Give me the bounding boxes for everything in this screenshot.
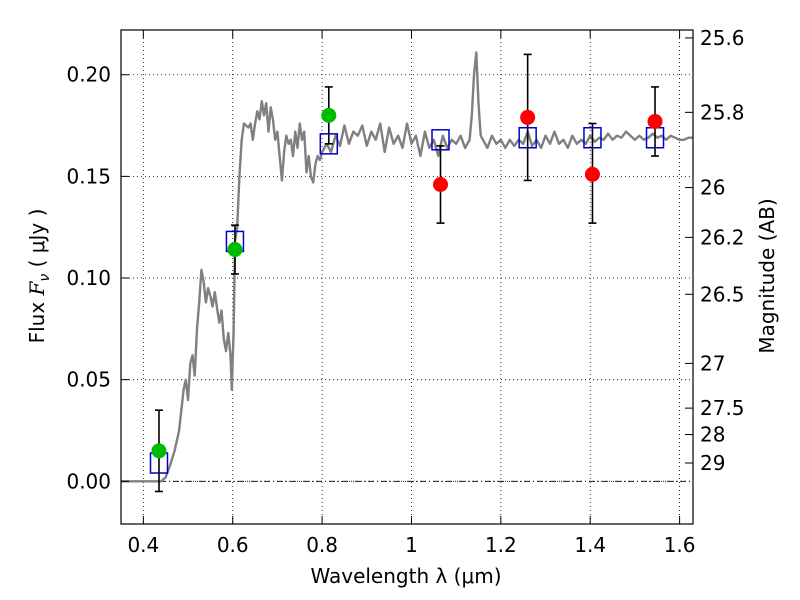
x-tick-label: 1.6	[664, 533, 696, 557]
plot-frame	[120, 29, 694, 525]
model-spectrum	[121, 51, 693, 483]
grid	[121, 30, 693, 524]
magnitude-tick-label: 26.2	[700, 225, 745, 249]
x-tick-label: 0.6	[217, 533, 249, 557]
magnitude-tick-label: 27	[700, 351, 725, 375]
observed-point	[433, 177, 449, 193]
y-axis-title: Flux Fν ( μJy )	[25, 209, 53, 344]
y-tick-label: 0.15	[66, 164, 111, 188]
magnitude-tick-label: 28	[700, 423, 725, 447]
magnitude-tick-label: 25.8	[700, 100, 745, 124]
x-axis-title: Wavelength λ (μm)	[310, 564, 501, 588]
y-tick-label: 0.20	[66, 63, 111, 87]
observed-point	[647, 113, 663, 129]
x-tick-label: 0.8	[306, 533, 338, 557]
magnitude-tick-label: 26	[700, 176, 725, 200]
x-tick-label: 1	[405, 533, 418, 557]
y-tick-label: 0.10	[66, 266, 111, 290]
x-tick-label: 1.4	[574, 533, 606, 557]
magnitude-tick-label: 27.5	[700, 396, 745, 420]
model-point-square	[431, 129, 450, 151]
model-point-square	[319, 133, 339, 155]
y-tick-label: 0.05	[66, 368, 111, 392]
data-markers	[149, 107, 665, 474]
model-point-square	[583, 126, 602, 149]
magnitude-tick-label: 29	[700, 451, 725, 475]
ticks	[121, 30, 693, 524]
y-tick-label: 0.00	[66, 469, 111, 493]
tick-labels: 0.4 0.6 0.8 1 1.2 1.4 1.6 0.00 0.05 0.10 0.15 0.20 2…	[66, 26, 744, 557]
error-bars	[154, 53, 660, 493]
magnitude-tick-label: 26.5	[700, 282, 745, 306]
x-tick-label: 1.2	[485, 533, 517, 557]
model-point-square	[518, 126, 537, 149]
observed-point	[321, 107, 337, 123]
observed-point	[227, 242, 243, 258]
observed-point	[151, 443, 167, 459]
spectrum-line	[121, 51, 693, 483]
x-tick-label: 0.4	[127, 533, 159, 557]
observed-point	[584, 166, 600, 182]
y2-axis-title: Magnitude (AB)	[755, 198, 779, 353]
magnitude-tick-label: 25.6	[700, 26, 745, 50]
observed-point	[520, 109, 536, 125]
